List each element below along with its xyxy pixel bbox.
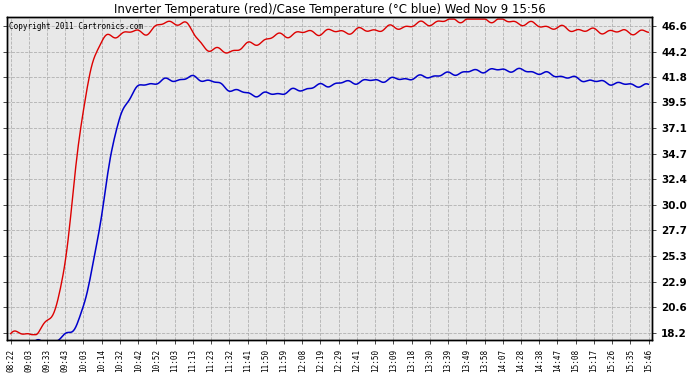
Text: Copyright 2011 Cartronics.com: Copyright 2011 Cartronics.com <box>9 22 143 31</box>
Title: Inverter Temperature (red)/Case Temperature (°C blue) Wed Nov 9 15:56: Inverter Temperature (red)/Case Temperat… <box>114 3 545 16</box>
